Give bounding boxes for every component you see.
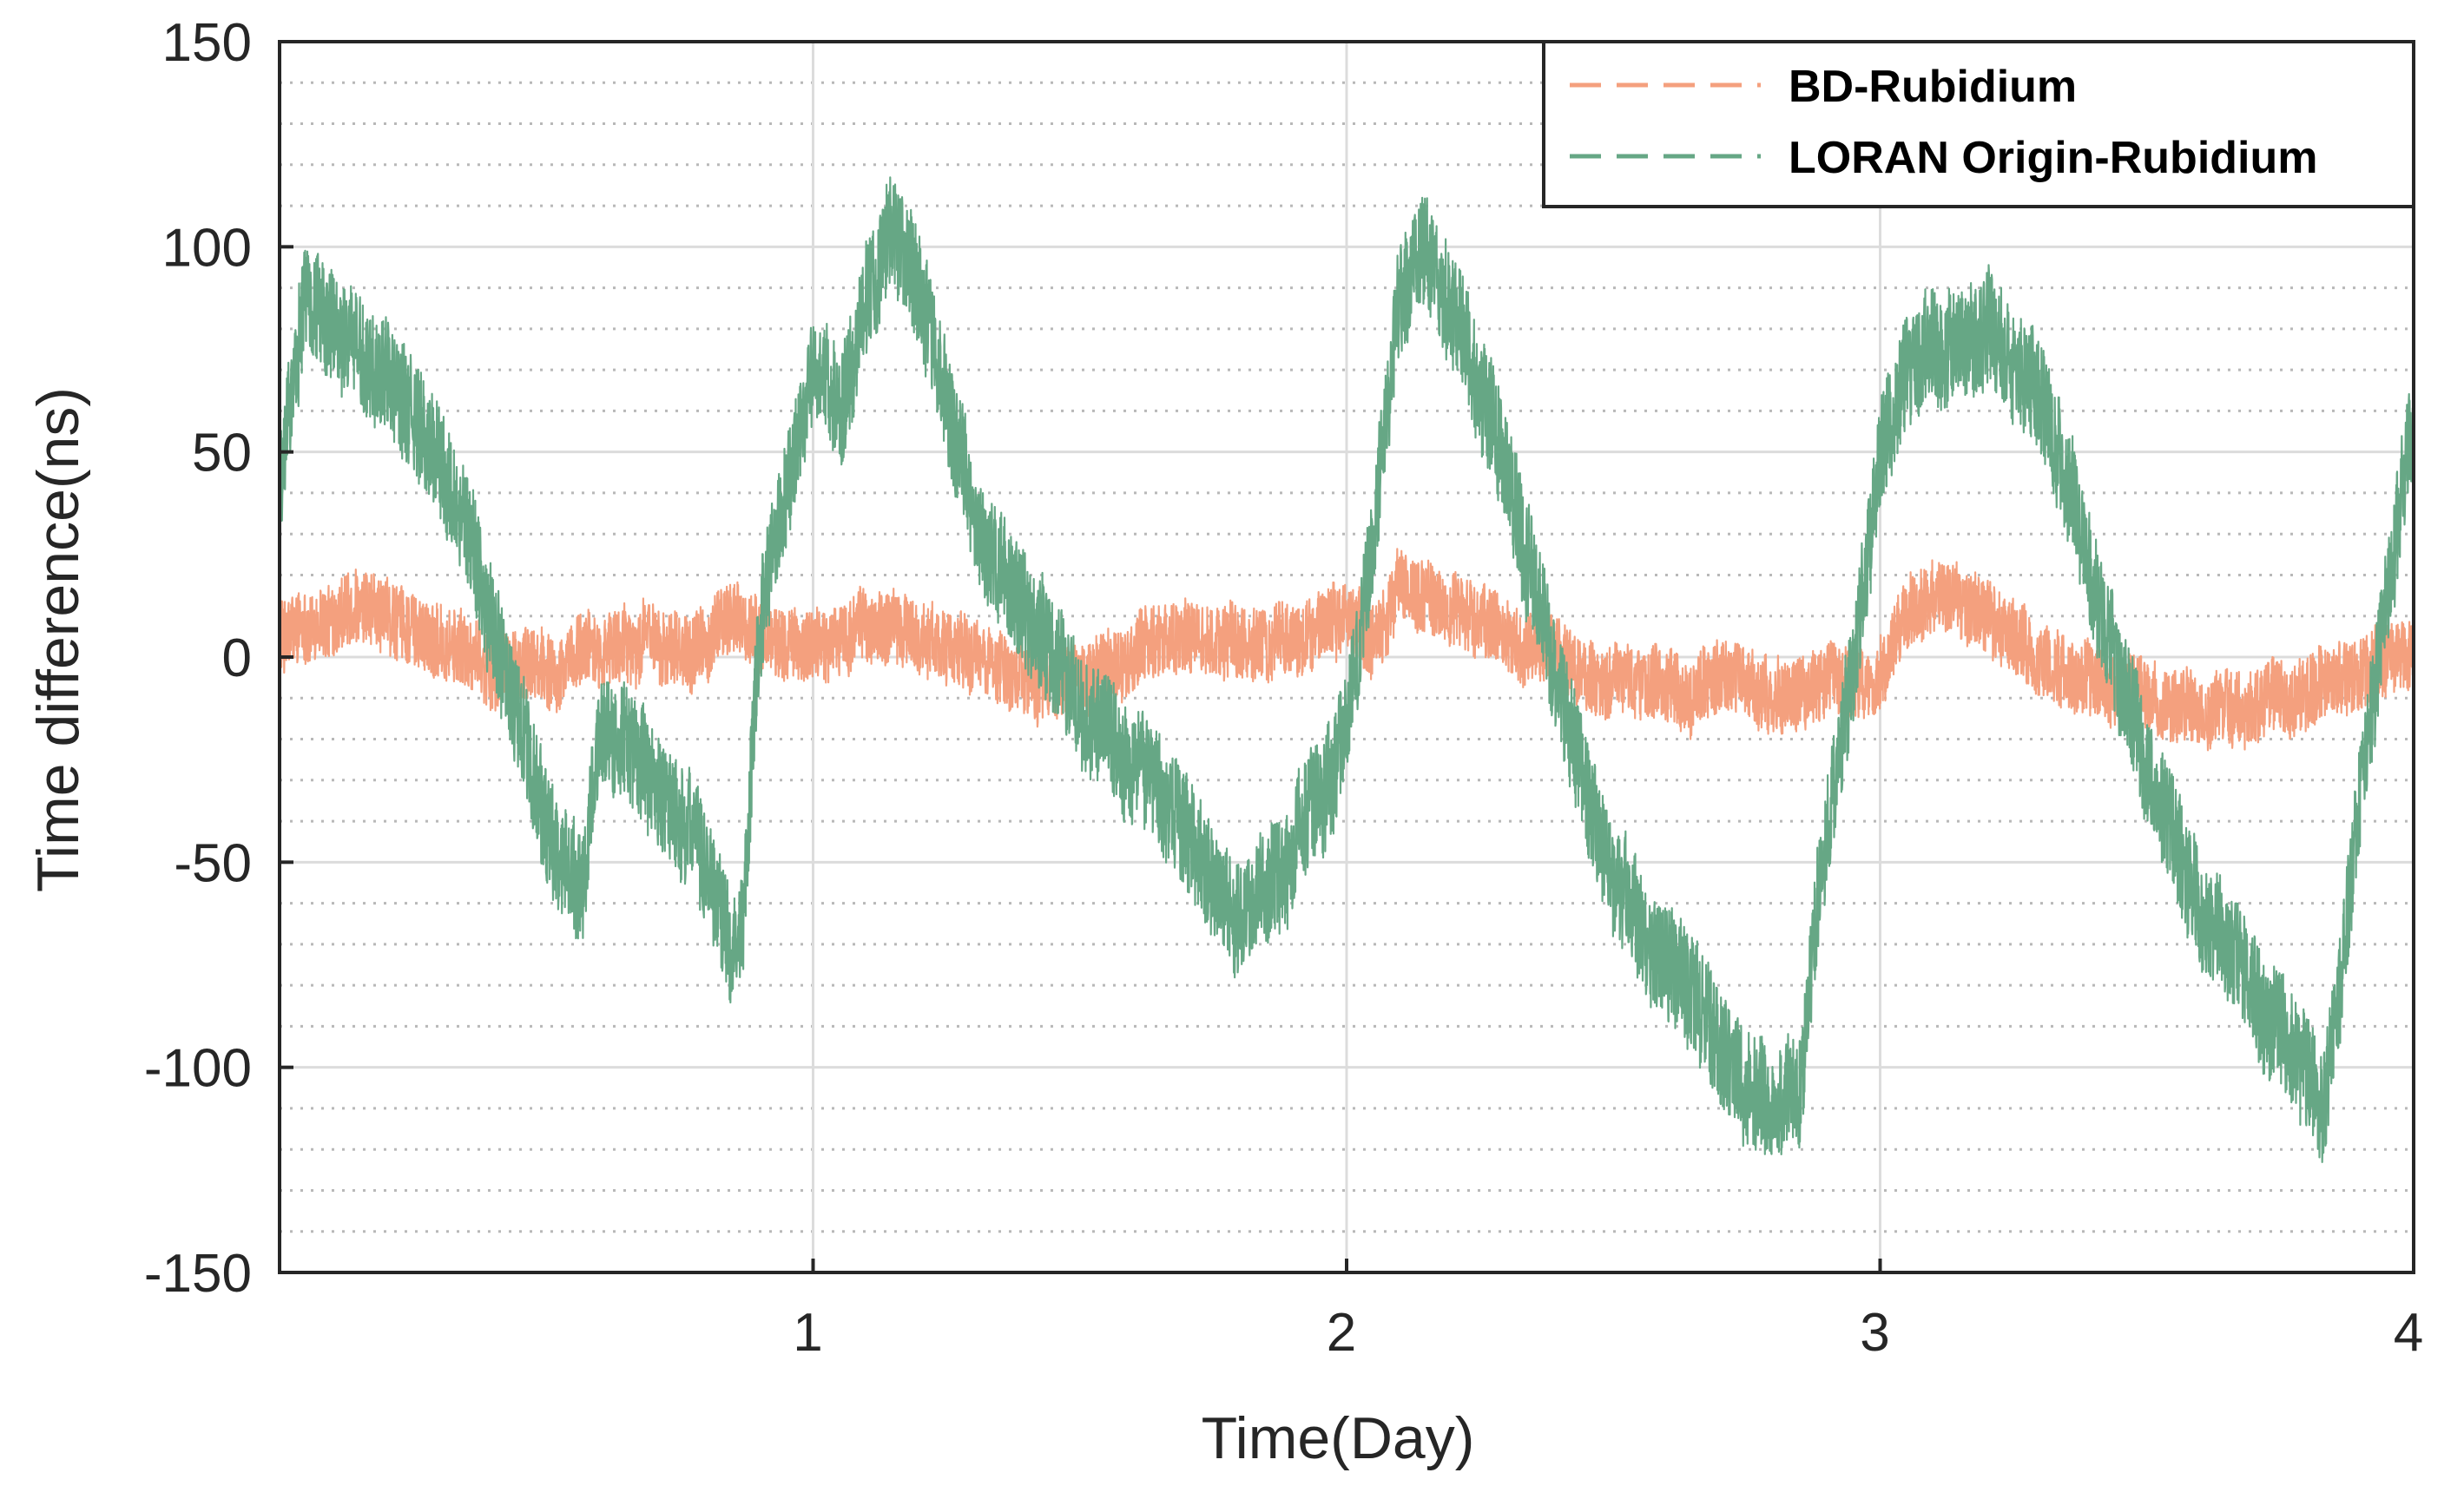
y-tick-label: 150 bbox=[162, 13, 252, 73]
series-layer bbox=[278, 176, 2415, 1163]
x-tick-label: 2 bbox=[1327, 1303, 1356, 1363]
series-line-bd-rubidium bbox=[278, 548, 2415, 752]
y-tick-label: -150 bbox=[144, 1244, 252, 1304]
y-tick-label: 100 bbox=[162, 218, 252, 278]
series-line-loran-origin-rubidium bbox=[278, 176, 2415, 1163]
y-tick-label: -100 bbox=[144, 1039, 252, 1099]
x-tick-label: 1 bbox=[793, 1303, 822, 1363]
x-tick-label: 3 bbox=[1860, 1303, 1889, 1363]
y-tick-label: -50 bbox=[174, 833, 252, 893]
legend: BD-Rubidium LORAN Origin-Rubidium bbox=[1542, 40, 2415, 208]
x-axis-ticks: 1 2 3 4 bbox=[793, 1259, 2423, 1363]
legend-label-bd-rubidium: BD-Rubidium bbox=[1789, 62, 2077, 112]
x-tick-label: 4 bbox=[2394, 1303, 2423, 1363]
legend-label-loran-origin-rubidium: LORAN Origin-Rubidium bbox=[1789, 133, 2317, 183]
y-tick-label: 50 bbox=[192, 424, 252, 483]
y-tick-label: 0 bbox=[222, 628, 252, 688]
minor-gridlines bbox=[280, 81, 2414, 1233]
x-axis-title: Time(Day) bbox=[1202, 1405, 1475, 1471]
y-axis-title: Time difference(ns) bbox=[25, 387, 91, 892]
legend-box bbox=[1542, 40, 2415, 208]
y-axis-ticks: 150 100 50 0 -50 -100 -150 bbox=[144, 13, 293, 1304]
